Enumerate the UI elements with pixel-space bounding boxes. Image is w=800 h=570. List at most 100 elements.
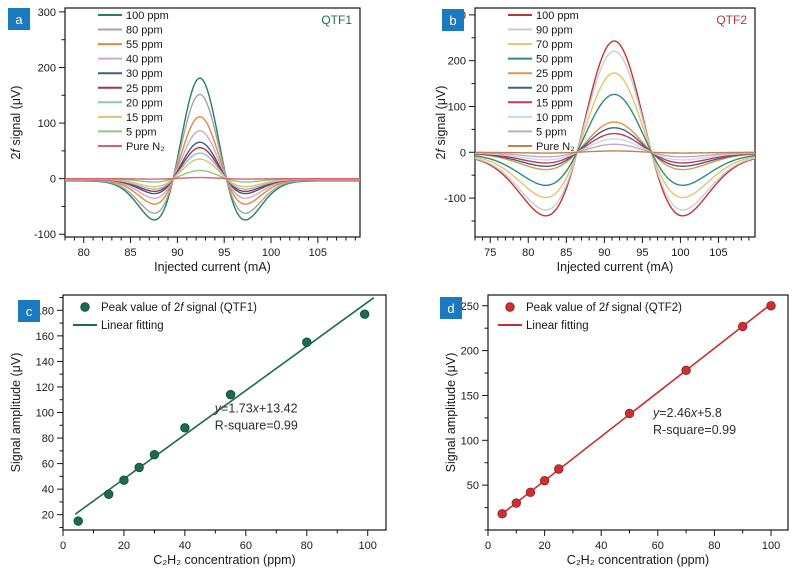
y-tick-label: 0: [460, 147, 466, 159]
data-point: [497, 509, 507, 519]
y-tick-label: 200: [38, 62, 56, 74]
y-tick-label: 120: [36, 382, 54, 394]
legend-label: 100 ppm: [536, 10, 579, 22]
y-axis-label: 2f signal (μV): [9, 86, 23, 160]
data-point: [104, 489, 114, 499]
panel-badge-b: b: [442, 9, 464, 31]
y-tick-label: 100: [461, 435, 479, 447]
x-tick-label: 0: [60, 540, 66, 552]
y-tick-label: 100: [36, 408, 54, 420]
x-tick-label: 40: [179, 540, 191, 552]
series-group: [65, 77, 360, 221]
annotation-line: R-square=0.99: [215, 419, 298, 433]
y-tick-label: -100: [444, 193, 466, 205]
chart-a: 80 85 90 95 100 105 -100 0 100 200 300 Injected cur…: [9, 7, 361, 274]
plot-frame: [64, 7, 361, 238]
x-tick-label: 85: [560, 247, 572, 259]
panel-badge-c: c: [18, 300, 40, 322]
x-tick-label: 95: [636, 247, 648, 259]
legend-label: Pure N₂: [536, 141, 575, 153]
annotation: y=2.46x+5.8 R-square=0.99: [652, 406, 736, 437]
y-tick-label: 100: [448, 101, 466, 113]
x-tick-label: 40: [595, 540, 607, 552]
ticks: [482, 305, 772, 536]
y-tick-label: -100: [34, 229, 56, 241]
axes: 0 20 40 60 80 100 20 40 60 80 100 120 140 160 180 C₂H₂ …: [9, 294, 387, 567]
legend-label: 5 ppm: [126, 126, 157, 138]
panel-a: 80 85 90 95 100 105 -100 0 100 200 300 Injected cur…: [0, 0, 400, 285]
series-line-70 ppm: [474, 72, 756, 199]
x-axis-label: C₂H₂ concentration (ppm): [153, 553, 295, 567]
y-tick-label: 80: [42, 433, 54, 445]
chart-d: 0 20 40 60 80 100 50 100 150 200 250 C₂H₂ concentra…: [444, 294, 789, 567]
data-point: [539, 475, 550, 486]
data-point: [225, 389, 236, 400]
data-point: [119, 475, 129, 485]
data-point: [624, 408, 635, 419]
legend: Peak value of 2f signal (QTF1) Linear fit…: [73, 302, 257, 332]
y-tick-label: 200: [448, 56, 466, 68]
x-tick-label: 20: [538, 540, 550, 552]
y-tick-label: 300: [38, 7, 56, 19]
series-line-Pure N₂: [65, 176, 360, 180]
panel-d: 0 20 40 60 80 100 50 100 150 200 250 C₂H₂ concentra…: [400, 285, 800, 570]
legend-label: 10 ppm: [536, 112, 573, 124]
legend-label: 20 ppm: [536, 83, 573, 95]
legend-label: 70 ppm: [536, 39, 573, 51]
series-line-100 ppm: [474, 40, 756, 217]
x-tick-label: 100: [762, 540, 780, 552]
data-point: [738, 321, 748, 332]
panel-badge-d: d: [440, 297, 462, 319]
y-tick-label: 200: [461, 346, 479, 358]
y-tick-label: 40: [42, 484, 54, 496]
x-tick-label: 80: [78, 247, 90, 259]
plot-frame: [474, 7, 756, 238]
legend-label: 40 ppm: [126, 54, 163, 66]
legend-label: 50 ppm: [536, 54, 573, 66]
series-line-50 ppm: [474, 93, 756, 187]
data-point: [134, 462, 144, 473]
series-group: [474, 40, 756, 217]
legend-label: Linear fitting: [526, 320, 589, 332]
ticks: [59, 11, 356, 243]
x-tick-label: 100: [262, 247, 280, 259]
plot-frame: [487, 294, 789, 531]
y-tick-label: 50: [467, 480, 479, 492]
series-line-10 ppm: [474, 138, 756, 161]
legend-label: 30 ppm: [126, 68, 163, 80]
data-point: [554, 464, 564, 474]
y-tick-label: 160: [36, 331, 54, 343]
data-point: [302, 337, 312, 347]
fit-line: [498, 301, 775, 517]
ticks: [469, 14, 750, 243]
legend-label: 100 ppm: [126, 10, 169, 22]
y-tick-label: 60: [42, 459, 54, 471]
legend-label: 25 ppm: [536, 68, 573, 80]
legend: 100 ppm 90 ppm 70 ppm 50 ppm 25 ppm 20 ppm 15 …: [508, 10, 579, 153]
y-tick-label: 0: [50, 174, 56, 186]
x-tick-label: 60: [240, 540, 252, 552]
panel-badge-a: a: [8, 8, 30, 30]
data-point: [525, 487, 536, 498]
legend-label: 90 ppm: [536, 25, 573, 37]
y-axis-label: Signal amplitude (μV): [444, 353, 458, 473]
legend-label: Pure N₂: [126, 141, 165, 153]
legend-label: Peak value of 2f signal (QTF1): [101, 302, 257, 314]
legend-marker: [505, 302, 515, 312]
x-tick-label: 100: [359, 540, 377, 552]
legend-label: 5 ppm: [536, 126, 567, 138]
legend-label: 15 ppm: [536, 97, 573, 109]
legend-marker: [80, 302, 90, 312]
series-line-Pure N₂: [474, 150, 755, 154]
annotation: y=1.73x+13.42 R-square=0.99: [214, 402, 298, 433]
legend-label: Linear fitting: [101, 320, 164, 332]
corner-label: QTF2: [716, 13, 747, 27]
x-tick-label: 90: [598, 247, 610, 259]
x-tick-label: 80: [708, 540, 720, 552]
series-line-100 ppm: [65, 77, 360, 221]
x-tick-label: 0: [485, 540, 491, 552]
